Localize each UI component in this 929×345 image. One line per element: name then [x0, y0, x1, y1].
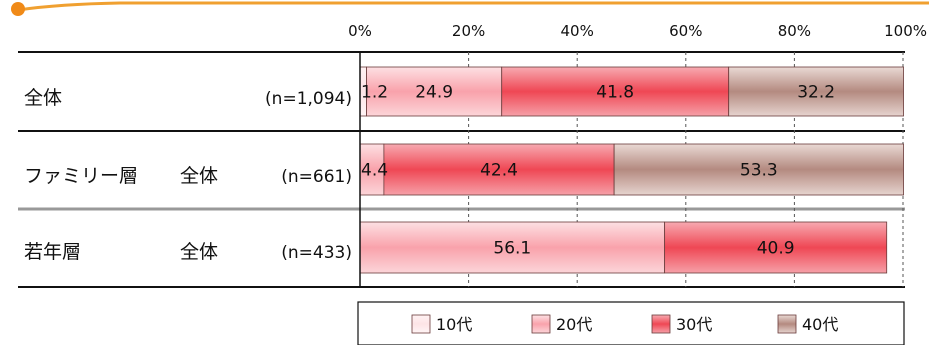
legend-label: 20代	[556, 315, 592, 334]
row-2-label: 若年層	[24, 241, 81, 263]
bar-segment	[728, 66, 904, 117]
x-tick-label: 0%	[348, 22, 372, 40]
bar-segment	[366, 66, 503, 117]
x-tick-label: 20%	[452, 22, 485, 40]
header-dot-icon	[11, 2, 25, 16]
x-tick-label: 80%	[778, 22, 811, 40]
legend: 10代 20代 30代 40代	[357, 301, 905, 345]
value-label: 56.1	[493, 239, 531, 259]
x-axis-ticks: 0% 20% 40% 60% 80% 100%	[348, 22, 927, 40]
row-2-sublabel: 全体	[180, 241, 218, 263]
value-label: 42.4	[480, 161, 518, 181]
header-line	[17, 1, 929, 12]
value-label: 40.9	[757, 239, 795, 259]
row-0-n: (n=1,094)	[265, 89, 352, 109]
bar-segment	[359, 221, 666, 274]
row-separators	[18, 51, 905, 288]
x-tick-label: 100%	[884, 22, 927, 40]
legend-swatch	[777, 314, 797, 334]
bar-segment	[383, 143, 615, 196]
row-0-label: 全体	[24, 87, 62, 109]
row-2-n: (n=433)	[281, 243, 352, 263]
bar-segment	[664, 221, 888, 274]
row-labels: 全体 (n=1,094) ファミリー層 全体 (n=661) 若年層 全体 (n…	[24, 87, 352, 263]
value-label: 53.3	[740, 161, 778, 181]
value-label: 41.8	[596, 83, 634, 103]
row-1-n: (n=661)	[281, 167, 352, 187]
bar-segment	[613, 143, 904, 196]
legend-box	[357, 301, 905, 345]
value-label: 32.2	[797, 83, 835, 103]
header-decoration	[11, 1, 929, 16]
value-label: 24.9	[415, 83, 453, 103]
bars	[359, 66, 904, 274]
row-1-label: ファミリー層	[24, 165, 138, 187]
legend-label: 30代	[676, 315, 712, 334]
legend-label: 10代	[436, 315, 472, 334]
legend-swatch	[531, 314, 551, 334]
legend-swatch	[651, 314, 671, 334]
legend-swatch	[411, 314, 431, 334]
legend-label: 40代	[802, 315, 838, 334]
value-label: 1.2	[361, 83, 388, 103]
value-labels: 1.2 24.9 41.8 32.2 4.4 42.4 53.3 56.1 40.9	[361, 83, 835, 259]
row-1-sublabel: 全体	[180, 165, 218, 187]
x-tick-label: 60%	[669, 22, 702, 40]
value-label: 4.4	[361, 161, 388, 181]
x-tick-label: 40%	[561, 22, 594, 40]
